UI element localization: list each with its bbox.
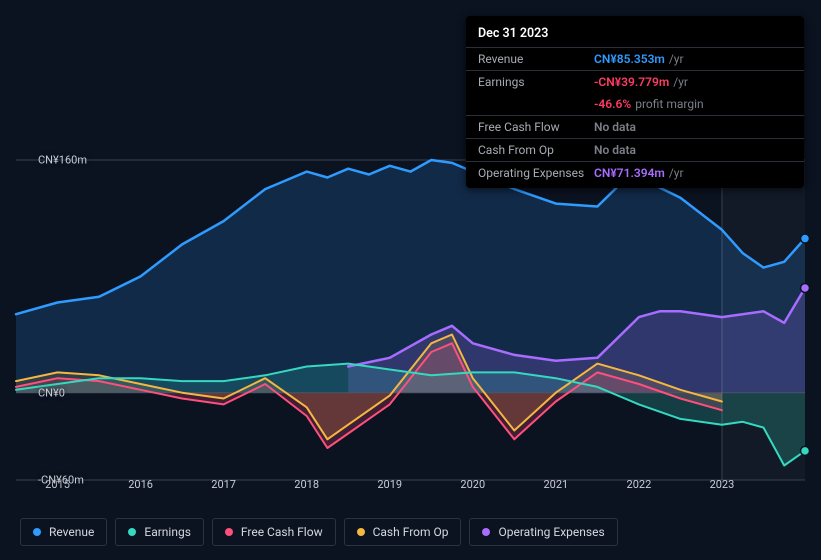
- x-axis-label: 2017: [211, 478, 236, 491]
- tooltip-row-value: -CN¥39.779m/yr: [594, 75, 688, 89]
- legend-dot-icon: [33, 528, 41, 536]
- legend-item-revenue[interactable]: Revenue: [20, 518, 107, 546]
- y-axis-label: CN¥160m: [38, 154, 87, 167]
- legend-label: Revenue: [49, 525, 94, 539]
- legend-item-earnings[interactable]: Earnings: [115, 518, 204, 546]
- tooltip-card: Dec 31 2023 RevenueCN¥85.353m/yrEarnings…: [466, 16, 804, 188]
- legend-item-free-cash-flow[interactable]: Free Cash Flow: [212, 518, 336, 546]
- legend-label: Free Cash Flow: [241, 525, 323, 539]
- x-axis-label: 2021: [543, 478, 568, 491]
- tooltip-row: Free Cash FlowNo data: [466, 115, 804, 138]
- tooltip-row-value: No data: [594, 120, 636, 134]
- legend-label: Operating Expenses: [498, 525, 604, 539]
- legend-label: Earnings: [144, 525, 191, 539]
- tooltip-row-label: Cash From Op: [478, 143, 594, 157]
- legend-dot-icon: [128, 528, 136, 536]
- legend-dot-icon: [357, 528, 365, 536]
- y-axis-label: CN¥0: [38, 386, 65, 399]
- tooltip-date: Dec 31 2023: [466, 20, 804, 47]
- tooltip-row-value: No data: [594, 143, 636, 157]
- tooltip-row-value: CN¥85.353m/yr: [594, 52, 684, 66]
- legend-item-operating-expenses[interactable]: Operating Expenses: [469, 518, 617, 546]
- x-axis-label: 2019: [377, 478, 402, 491]
- tooltip-row-sub: -46.6%profit margin: [466, 93, 804, 115]
- legend-dot-icon: [482, 528, 490, 536]
- tooltip-row: Cash From OpNo data: [466, 138, 804, 161]
- x-axis-labels: 201520162017201820192020202120222023: [16, 478, 805, 496]
- tooltip-row-value: CN¥71.394m/yr: [594, 166, 684, 180]
- x-axis-label: 2018: [294, 478, 319, 491]
- legend-label: Cash From Op: [373, 525, 449, 539]
- chart-area[interactable]: CN¥160mCN¥0-CN¥60m: [16, 160, 805, 480]
- tooltip-row: RevenueCN¥85.353m/yr: [466, 47, 804, 70]
- chart-svg: [16, 160, 805, 480]
- tooltip-row-label: Revenue: [478, 52, 594, 66]
- x-axis-label: 2020: [460, 478, 485, 491]
- tooltip-row: Earnings-CN¥39.779m/yr: [466, 70, 804, 93]
- x-axis-label: 2016: [128, 478, 153, 491]
- tooltip-row: Operating ExpensesCN¥71.394m/yr: [466, 161, 804, 184]
- x-axis-label: 2022: [627, 478, 652, 491]
- y-axis-label: -CN¥60m: [38, 474, 84, 487]
- legend-dot-icon: [225, 528, 233, 536]
- legend: Revenue Earnings Free Cash Flow Cash From O…: [20, 518, 618, 546]
- tooltip-row-label: Free Cash Flow: [478, 120, 594, 134]
- tooltip-row-label: Earnings: [478, 75, 594, 89]
- tooltip-row-label: Operating Expenses: [478, 166, 594, 180]
- x-axis-label: 2023: [710, 478, 735, 491]
- legend-item-cash-from-op[interactable]: Cash From Op: [344, 518, 462, 546]
